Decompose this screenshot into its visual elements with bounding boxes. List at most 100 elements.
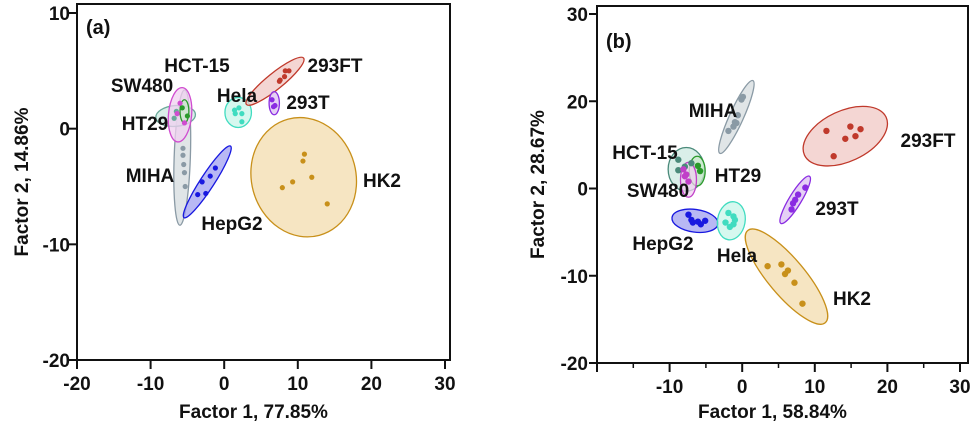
y-tick-label: -20 — [43, 351, 70, 372]
group-label-hepg2: HepG2 — [632, 234, 693, 255]
point-sw480 — [181, 120, 188, 126]
point-hepg2 — [685, 211, 692, 218]
point-hk2 — [290, 179, 296, 185]
point-293t — [802, 184, 809, 191]
point-miha — [739, 93, 747, 101]
point-293ft — [276, 78, 282, 84]
x-tick-label: -10 — [656, 377, 683, 398]
point-hela — [232, 111, 238, 117]
point-hela — [722, 219, 729, 226]
point-293t — [270, 104, 277, 110]
point-293t — [789, 200, 797, 207]
y-axis-label: Factor 2, 14.86% — [12, 107, 33, 256]
point-hk2 — [799, 300, 806, 307]
panel-label: (a) — [86, 17, 110, 39]
point-hk2 — [781, 270, 789, 278]
point-hct-15 — [171, 115, 177, 121]
x-axis-label: Factor 1, 77.85% — [179, 402, 328, 423]
y-tick-label: 20 — [567, 92, 588, 113]
x-axis-label: Factor 1, 58.84% — [698, 402, 847, 423]
point-hct-15 — [675, 166, 682, 174]
group-label-hct-15: HCT-15 — [164, 56, 230, 77]
point-miha — [181, 170, 188, 176]
group-label-293t: 293T — [815, 199, 859, 220]
point-293t — [269, 97, 275, 103]
y-tick-label: 30 — [567, 5, 588, 26]
point-hela — [239, 119, 245, 125]
point-hk2 — [764, 262, 771, 270]
group-label-ht29: HT29 — [122, 114, 168, 135]
point-ht29 — [184, 113, 190, 119]
panel-label: (b) — [606, 31, 632, 53]
group-label-hct-15: HCT-15 — [612, 143, 678, 164]
y-axis-label: Factor 2, 28.67% — [528, 110, 549, 259]
y-tick-label: -20 — [561, 354, 588, 375]
point-293ft — [830, 153, 837, 160]
point-hepg2 — [207, 173, 213, 179]
point-hct-15 — [675, 156, 682, 163]
point-hela — [725, 209, 732, 217]
point-hepg2 — [199, 179, 205, 185]
point-293t — [794, 191, 802, 198]
point-sw480 — [177, 100, 183, 106]
point-hepg2 — [697, 221, 705, 228]
point-293ft — [842, 135, 849, 142]
point-miha — [734, 112, 742, 119]
point-hk2 — [778, 261, 785, 268]
point-293ft — [282, 68, 288, 74]
point-hk2 — [791, 279, 798, 286]
group-label-sw480: SW480 — [111, 76, 173, 97]
group-label-hepg2: HepG2 — [201, 214, 262, 235]
point-hepg2 — [689, 219, 697, 226]
x-tick-label: 30 — [949, 377, 970, 398]
ellipse-hela — [224, 96, 253, 129]
point-hk2 — [301, 151, 308, 157]
point-hk2 — [324, 201, 330, 207]
group-label-miha: MIHA — [689, 101, 738, 122]
point-miha — [733, 119, 740, 127]
y-tick-label: 0 — [59, 120, 70, 141]
panel-b: -10 0 10 20 30 -20 -10 0 20 30 Factor 1, 58.84% Fac… — [528, 5, 971, 423]
group-label-293ft: 293FT — [901, 131, 956, 152]
point-miha — [725, 127, 732, 135]
ellipse-hepg2 — [182, 145, 232, 219]
point-sw480 — [174, 111, 180, 117]
x-tick-label: -20 — [63, 374, 90, 395]
point-ht29 — [696, 167, 704, 175]
point-293ft — [281, 74, 288, 80]
group-label-hela: Hela — [217, 86, 258, 107]
x-tick-label: 20 — [361, 374, 382, 395]
x-tick-label: 20 — [877, 377, 898, 398]
point-sw480 — [680, 166, 687, 173]
ellipse-hk2 — [250, 116, 358, 238]
point-sw480 — [685, 178, 692, 185]
point-hela — [236, 105, 242, 111]
group-label-sw480: SW480 — [627, 181, 689, 202]
point-hk2 — [279, 185, 285, 191]
point-miha — [182, 183, 188, 190]
x-tick-label: -10 — [137, 374, 164, 395]
group-label-293t: 293T — [286, 93, 330, 114]
y-tick-label: 10 — [49, 4, 70, 25]
point-hela — [239, 111, 245, 117]
point-293ft — [852, 132, 859, 140]
group-label-miha: MIHA — [126, 166, 175, 187]
x-tick-label: 0 — [219, 374, 230, 395]
x-tick-label: 10 — [287, 374, 308, 395]
group-label-293ft: 293FT — [308, 56, 363, 77]
group-label-ht29: HT29 — [715, 166, 761, 187]
point-sw480 — [681, 173, 689, 180]
point-miha — [180, 145, 186, 151]
x-tick-label: 30 — [434, 374, 455, 395]
point-293ft — [847, 123, 854, 130]
point-miha — [180, 152, 186, 158]
x-tick-label: 10 — [804, 377, 825, 398]
point-293t — [788, 206, 795, 213]
y-tick-label: 0 — [577, 180, 588, 201]
point-hk2 — [300, 158, 306, 164]
group-label-hk2: HK2 — [833, 289, 871, 310]
point-293ft — [857, 125, 864, 133]
ellipse-hela — [716, 201, 746, 241]
point-hepg2 — [203, 190, 209, 197]
point-293ft — [286, 68, 292, 74]
